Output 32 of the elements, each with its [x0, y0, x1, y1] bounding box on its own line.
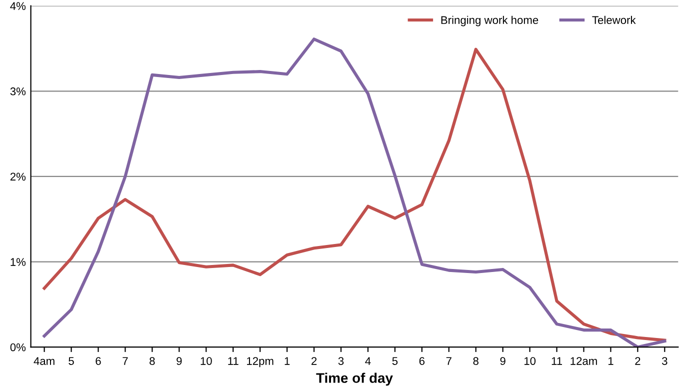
x-tick-label: 9	[176, 357, 182, 365]
x-tick-label: 2	[635, 357, 640, 365]
x-tick-label: 8	[150, 357, 155, 365]
y-tick-label: 4%	[10, 2, 26, 10]
x-tick-label: 6	[96, 357, 101, 365]
x-tick-label: 9	[500, 357, 506, 365]
x-tick-label: 5	[68, 357, 74, 365]
y-tick-label: 1%	[10, 258, 26, 266]
x-tick-label: 3	[338, 357, 344, 365]
x-tick-label: 8	[473, 357, 478, 365]
x-tick-label: 2	[312, 357, 317, 365]
x-tick-label: 4am	[34, 357, 54, 365]
x-tick-label: 12am	[570, 357, 597, 365]
x-tick-label: 10	[524, 357, 536, 365]
x-tick-label: 1	[608, 357, 614, 365]
y-tick-label: 2%	[10, 172, 26, 181]
y-tick-label: 0%	[10, 343, 26, 352]
y-tick-label: 3%	[10, 87, 26, 96]
x-tick-label: 11	[228, 357, 238, 365]
x-tick-label: 3	[662, 357, 668, 365]
x-tick-label: 1	[284, 357, 290, 365]
x-tick-label: 10	[200, 357, 212, 365]
x-tick-label: 7	[122, 357, 128, 365]
x-tick-label: 5	[392, 357, 398, 365]
legend-label: Bringing work home	[441, 16, 538, 26]
x-tick-label: 4	[365, 357, 371, 365]
x-tick-label: 7	[446, 357, 452, 365]
x-axis-title: Time of day	[316, 372, 393, 386]
x-tick-label: 12pm	[247, 357, 274, 368]
legend-label: Telework	[592, 16, 636, 24]
x-tick-label: 11	[552, 357, 562, 365]
x-tick-label: 6	[419, 357, 425, 365]
